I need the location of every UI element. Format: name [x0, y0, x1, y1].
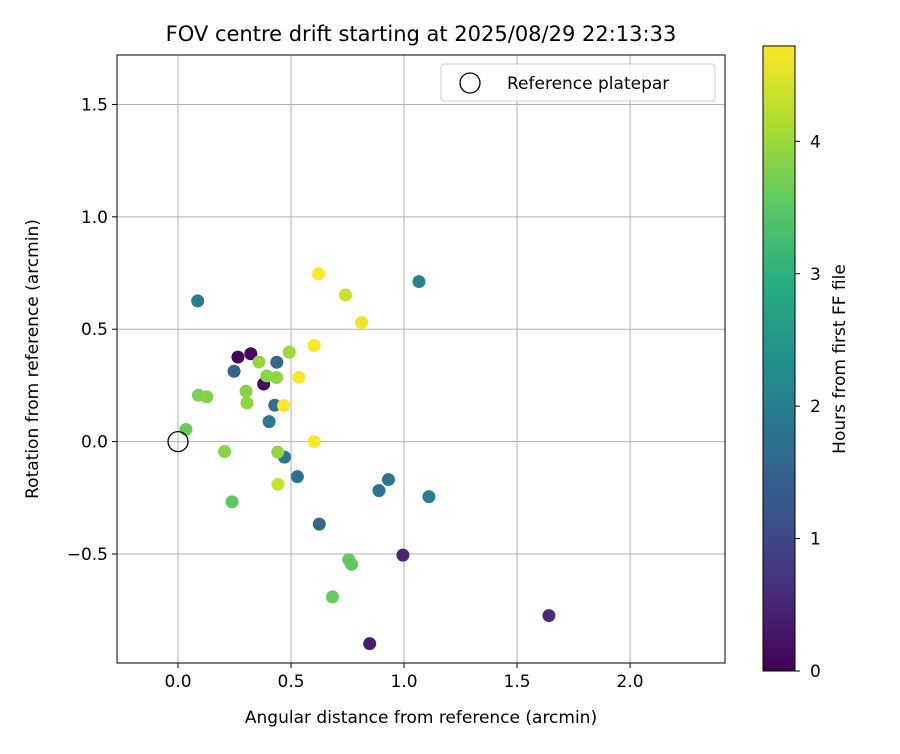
data-point [262, 415, 276, 429]
data-point [325, 590, 339, 604]
colorbar-label: Hours from first FF file [830, 264, 850, 454]
data-point [244, 347, 258, 361]
colorbar-gradient [762, 45, 796, 672]
data-point [339, 288, 353, 302]
data-point [260, 369, 274, 383]
data-point [412, 275, 426, 289]
y-tick-label: 0.5 [81, 320, 108, 340]
y-tick-label: −0.5 [67, 545, 108, 565]
data-point [363, 637, 377, 651]
reference-platepar-marker [167, 430, 189, 453]
data-point [240, 396, 254, 410]
data-point [271, 445, 285, 459]
data-point [227, 364, 241, 378]
data-point [355, 315, 369, 329]
data-point [307, 435, 321, 449]
data-point [312, 267, 326, 281]
y-axis-label: Rotation from reference (arcmin) [23, 219, 43, 499]
y-axis-ticks: −0.5 0.0 0.5 1.0 1.5 [67, 95, 117, 565]
legend: Reference platepar [440, 63, 716, 102]
colorbar-tick-label: 0 [810, 662, 821, 682]
legend-label: Reference platepar [507, 74, 669, 94]
x-tick-label: 1.5 [504, 672, 531, 692]
data-point [239, 384, 253, 398]
x-axis-ticks: 0.0 0.5 1.0 1.5 2.0 [165, 663, 644, 692]
data-point [225, 495, 239, 509]
data-point [307, 338, 321, 352]
data-point [542, 609, 556, 623]
data-point [345, 557, 359, 571]
data-point [271, 477, 285, 491]
data-point [270, 371, 284, 385]
y-tick-label: 0.0 [81, 433, 108, 453]
y-tick-label: 1.0 [81, 208, 108, 228]
colorbar: 0 1 2 3 4 Hours from first FF file [762, 45, 850, 682]
data-point [282, 345, 296, 359]
data-point [270, 355, 284, 369]
data-point [200, 390, 214, 404]
grid-lines [117, 55, 725, 663]
data-point [372, 484, 386, 498]
colorbar-tick-label: 2 [810, 397, 821, 417]
data-point [422, 490, 436, 504]
data-point [191, 294, 205, 308]
x-tick-label: 1.0 [391, 672, 418, 692]
x-tick-label: 2.0 [617, 672, 644, 692]
data-point [231, 350, 245, 364]
reference-layer [167, 430, 189, 453]
data-point [381, 473, 395, 487]
data-point [277, 399, 291, 413]
data-point [290, 470, 304, 484]
legend-box [440, 63, 716, 102]
colorbar-ticks: 0 1 2 3 4 [795, 132, 821, 682]
colorbar-tick-label: 4 [810, 132, 821, 152]
data-point [218, 444, 232, 458]
legend-reference-marker [459, 72, 481, 94]
x-tick-label: 0.5 [278, 672, 305, 692]
data-point [292, 370, 306, 384]
colorbar-tick-label: 1 [810, 530, 821, 550]
data-point [312, 517, 326, 531]
colorbar-tick-label: 3 [810, 265, 821, 285]
data-points [179, 267, 556, 651]
data-point [179, 422, 193, 436]
data-point [396, 548, 410, 562]
chart-title: FOV centre drift starting at 2025/08/29 … [166, 22, 677, 46]
x-tick-label: 0.0 [165, 672, 192, 692]
x-axis-label: Angular distance from reference (arcmin) [245, 708, 597, 728]
plot-frame [116, 54, 726, 664]
data-point [252, 355, 266, 369]
y-tick-label: 1.5 [81, 95, 108, 115]
